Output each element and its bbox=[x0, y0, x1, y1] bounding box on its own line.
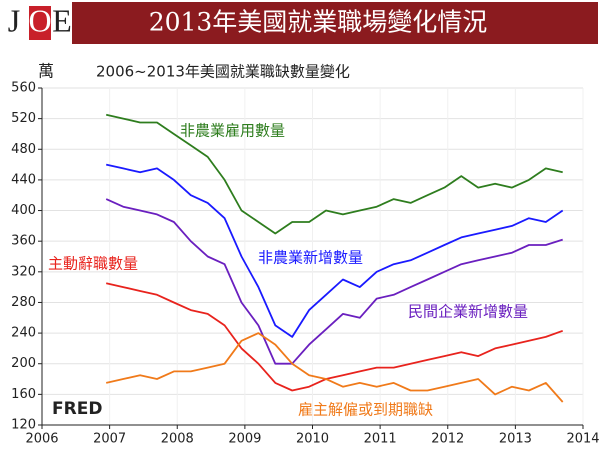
y-tick-label: 120 bbox=[11, 418, 36, 433]
series-label: 民間企業新增數量 bbox=[408, 303, 528, 321]
y-tick-label: 360 bbox=[11, 234, 36, 249]
series-line bbox=[105, 332, 564, 403]
title-bar bbox=[72, 2, 598, 44]
y-tick-label: 280 bbox=[11, 295, 36, 310]
x-tick-label: 2010 bbox=[296, 432, 329, 447]
source-logo: FRED bbox=[52, 399, 102, 419]
series-label: 主動辭職數量 bbox=[48, 255, 138, 273]
x-tick-label: 2006 bbox=[25, 432, 58, 447]
series-line bbox=[105, 198, 563, 365]
x-tick-label: 2014 bbox=[566, 432, 599, 447]
y-tick-label: 200 bbox=[11, 356, 36, 371]
x-tick-label: 2009 bbox=[228, 432, 261, 447]
y-tick-label: 440 bbox=[11, 172, 36, 187]
y-tick-label: 520 bbox=[11, 111, 36, 126]
logo-letter: E bbox=[52, 2, 72, 38]
chart-title: 2013年美國就業職場變化情況 bbox=[149, 8, 488, 37]
x-tick-label: 2012 bbox=[431, 432, 464, 447]
y-tick-label: 240 bbox=[11, 326, 36, 341]
chart-subtitle: 2006~2013年美國就業職缺數量變化 bbox=[96, 63, 350, 81]
series-label: 雇主解僱或到期職缺 bbox=[298, 401, 433, 419]
y-axis-label: 萬 bbox=[38, 62, 54, 81]
series-line bbox=[106, 282, 564, 392]
y-tick-label: 480 bbox=[11, 142, 36, 157]
x-tick-label: 2008 bbox=[161, 432, 194, 447]
logo-letter: J bbox=[8, 2, 20, 38]
y-tick-label: 400 bbox=[11, 203, 36, 218]
x-tick-label: 2013 bbox=[499, 432, 532, 447]
series-line bbox=[106, 113, 563, 235]
y-tick-label: 320 bbox=[11, 264, 36, 279]
y-tick-label: 160 bbox=[11, 387, 36, 402]
series-line bbox=[106, 163, 564, 338]
y-tick-label: 560 bbox=[11, 81, 36, 96]
x-tick-label: 2007 bbox=[93, 432, 126, 447]
series-label: 非農業新增數量 bbox=[258, 249, 363, 267]
logo-letter: O bbox=[28, 2, 51, 38]
x-tick-label: 2011 bbox=[364, 432, 397, 447]
logo-box bbox=[29, 6, 51, 40]
series-label: 非農業雇用數量 bbox=[180, 122, 285, 140]
